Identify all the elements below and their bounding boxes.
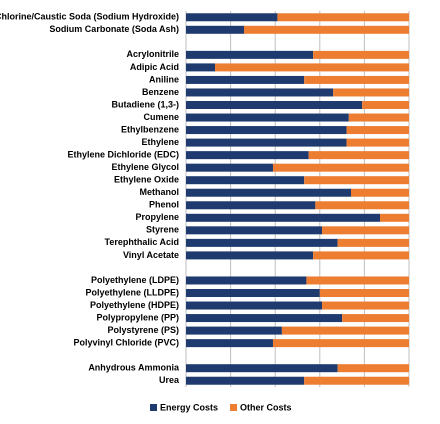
- bar-segment: [186, 126, 347, 135]
- category-label: Aniline: [149, 74, 179, 84]
- category-label: Polypropylene (PP): [96, 312, 179, 322]
- bar-segment: [186, 163, 273, 172]
- bar-segment: [272, 163, 409, 172]
- category-label: Urea: [159, 375, 180, 385]
- category-label: Sodium Carbonate (Soda Ash): [49, 24, 179, 34]
- bar-segment: [304, 376, 409, 385]
- category-label: Adipic Acid: [130, 62, 179, 72]
- category-label: Vinyl Acetate: [123, 250, 179, 260]
- category-label: Ethylene Dichloride (EDC): [67, 150, 179, 160]
- category-label: Chlorine/Caustic Soda (Sodium Hydroxide): [0, 12, 179, 22]
- category-label: Polyvinyl Chloride (PVC): [73, 338, 179, 348]
- bar-segment: [186, 314, 343, 323]
- bar-segment: [342, 314, 409, 323]
- bar-segment: [304, 176, 409, 185]
- legend-swatch: [230, 404, 238, 411]
- bar-segment: [186, 251, 314, 260]
- bar-segment: [186, 201, 316, 210]
- bar-segment: [186, 13, 278, 22]
- bar-segment: [322, 301, 409, 310]
- category-label: Phenol: [149, 200, 179, 210]
- bar-segment: [186, 301, 323, 310]
- bar-segment: [186, 151, 309, 160]
- category-label: Propylene: [135, 212, 179, 222]
- bar-segment: [186, 364, 338, 373]
- category-label: Styrene: [146, 225, 179, 235]
- category-label: Anhydrous Ammonia: [88, 363, 180, 373]
- category-label: Ethylbenzene: [121, 124, 179, 134]
- bar-segment: [337, 364, 409, 373]
- category-label: Methanol: [140, 187, 180, 197]
- bar-segment: [315, 201, 409, 210]
- bar-segment: [186, 25, 244, 34]
- category-label: Ethylene: [141, 137, 179, 147]
- bar-segment: [346, 138, 409, 147]
- category-label: Benzene: [142, 87, 179, 97]
- bar-segment: [348, 113, 409, 122]
- bar-segment: [186, 50, 314, 59]
- category-label: Ethylene Oxide: [114, 175, 179, 185]
- bar-segment: [186, 213, 381, 222]
- bar-segment: [243, 25, 409, 34]
- bar-segment: [186, 238, 338, 247]
- category-label: Terephthalic Acid: [104, 237, 179, 247]
- bar-segment: [186, 176, 305, 185]
- bar-segment: [351, 188, 409, 197]
- bar-segment: [186, 113, 349, 122]
- bar-segment: [304, 75, 409, 84]
- bar-segment: [186, 101, 363, 109]
- bar-segment: [186, 138, 347, 147]
- bar-segment: [186, 276, 307, 285]
- bar-segment: [322, 226, 409, 235]
- bar-segment: [186, 63, 215, 72]
- bar-segment: [277, 13, 409, 22]
- bar-segment: [337, 238, 409, 247]
- category-label: Polyethylene (LLDPE): [85, 287, 179, 297]
- bar-segment: [186, 88, 334, 97]
- bar-segment: [186, 376, 305, 385]
- bar-segment: [308, 151, 409, 160]
- legend-label: Energy Costs: [160, 402, 218, 412]
- bar-segment: [186, 339, 273, 348]
- bar-segment: [214, 63, 409, 72]
- bar-segment: [272, 339, 409, 348]
- category-label: Polystyrene (PS): [107, 325, 179, 335]
- bar-segment: [186, 75, 305, 84]
- bar-segment: [380, 213, 409, 222]
- bar-segment: [319, 289, 409, 297]
- category-label: Polyethylene (HDPE): [90, 300, 179, 310]
- bar-segment: [306, 276, 409, 285]
- bar-segment: [186, 188, 352, 197]
- category-label: Ethylene Glycol: [111, 162, 179, 172]
- bar-segment: [346, 126, 409, 135]
- bar-segment: [313, 251, 409, 260]
- category-label: Polyethylene (LDPE): [91, 275, 179, 285]
- category-label: Acrylonitrile: [126, 49, 179, 59]
- bar-segment: [186, 289, 320, 297]
- bar-segment: [313, 50, 409, 59]
- bar-segment: [186, 226, 323, 235]
- bar-segment: [281, 326, 409, 335]
- bar-segment: [362, 101, 409, 109]
- legend-label: Other Costs: [240, 402, 292, 412]
- bar-segment: [186, 326, 282, 335]
- category-label: Butadiene (1,3-): [111, 99, 179, 109]
- category-label: Cumene: [143, 112, 179, 122]
- legend-swatch: [150, 404, 157, 411]
- bar-segment: [333, 88, 409, 97]
